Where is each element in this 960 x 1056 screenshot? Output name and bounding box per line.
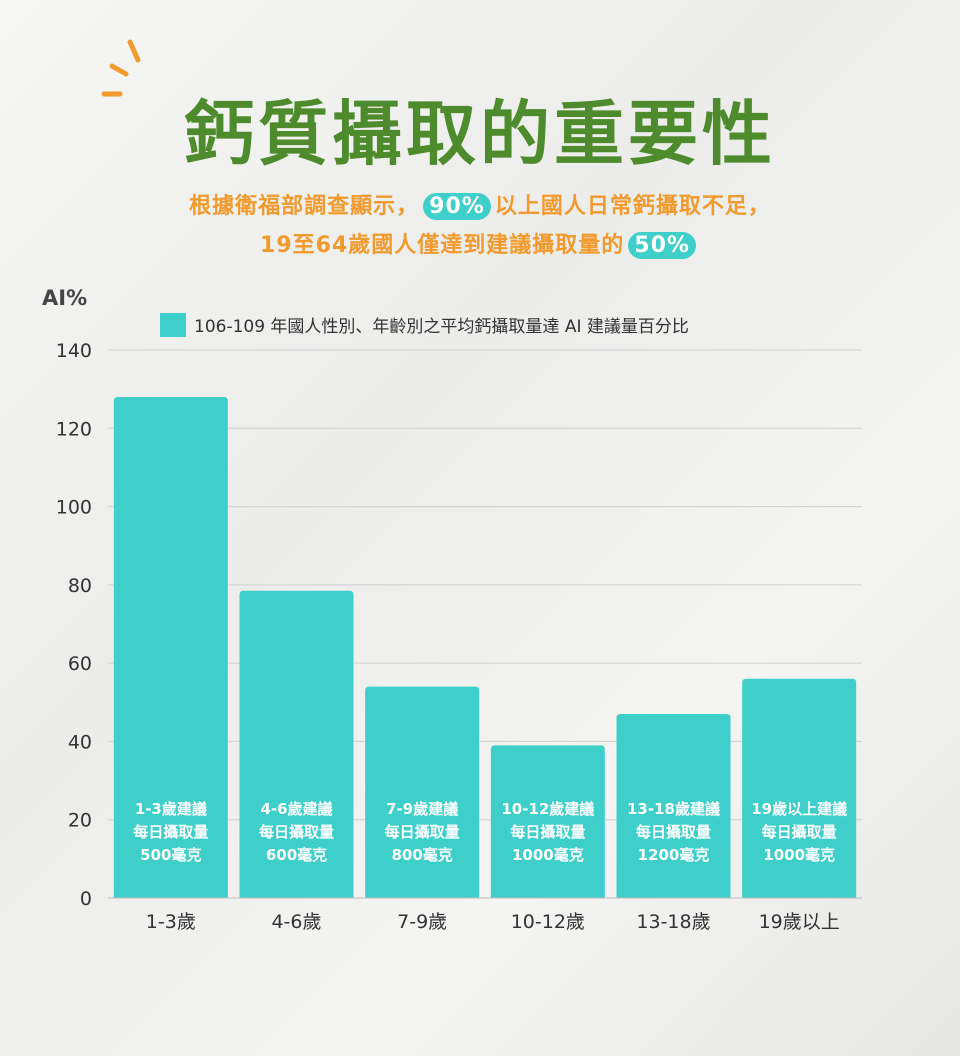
y-tick-label: 40: [68, 731, 92, 753]
y-tick-label: 100: [56, 497, 92, 519]
bar-annotation: 每日攝取量: [636, 823, 711, 841]
bar-annotation: 每日攝取量: [259, 823, 334, 841]
bar-annotation: 13-18歲建議: [627, 800, 720, 818]
legend-swatch: [160, 312, 186, 337]
bar: [490, 745, 605, 898]
legend-label: 106-109 年國人性別、年齡別之平均鈣攝取量達 AI 建議量百分比: [194, 317, 689, 337]
bar-annotation: 1000毫克: [763, 846, 835, 864]
bar-annotation: 每日攝取量: [133, 823, 208, 841]
bar-annotation: 19歲以上建議: [751, 800, 847, 818]
sparkle-decoration-icon: [101, 39, 141, 97]
bar-annotation: 800毫克: [392, 846, 453, 864]
percent-badge: 50%: [628, 232, 696, 259]
y-axis-unit-label: AI%: [42, 286, 88, 310]
bar-annotation: 7-9歲建議: [386, 800, 458, 818]
y-tick-label: 120: [56, 418, 92, 440]
x-tick-label: 19歲以上: [759, 911, 840, 933]
x-tick-label: 13-18歲: [636, 911, 710, 933]
x-tick-label: 1-3歲: [146, 911, 196, 933]
y-tick-label: 60: [68, 653, 92, 675]
page-title: 鈣質攝取的重要性: [184, 93, 776, 175]
percent-badge: 90%: [423, 193, 491, 220]
subtitle-text: 根據衛福部調查顯示，: [189, 194, 420, 219]
bar-annotation: 4-6歲建議: [260, 800, 332, 818]
y-tick-label: 80: [68, 575, 92, 597]
subtitle-text: 以上國人日常鈣攝取不足，: [494, 194, 771, 219]
y-tick-label: 0: [80, 888, 92, 910]
bar-annotation: 600毫克: [266, 846, 327, 864]
bar-annotation: 每日攝取量: [762, 823, 837, 841]
bar-annotation: 10-12歲建議: [501, 800, 594, 818]
bar-annotation: 1000毫克: [512, 846, 584, 864]
subtitle-line-1: 根據衛福部調查顯示， 90% 以上國人日常鈣攝取不足，: [0, 188, 960, 220]
subtitle-line-2: 19至64歲國人僅達到建議攝取量的 50%: [0, 227, 960, 259]
bar: [742, 678, 857, 898]
bar: [365, 686, 480, 898]
bar-annotation: 每日攝取量: [385, 823, 460, 841]
x-tick-label: 7-9歲: [397, 911, 447, 933]
bar: [616, 714, 731, 898]
subtitle-text: 19至64歲國人僅達到建議攝取量的: [260, 233, 625, 258]
bar-annotation: 每日攝取量: [510, 823, 585, 841]
bar: [239, 590, 354, 898]
y-tick-label: 20: [68, 810, 92, 832]
x-tick-label: 10-12歲: [511, 911, 585, 933]
bar-annotation: 500毫克: [140, 846, 201, 864]
bar-annotation: 1-3歲建議: [135, 800, 207, 818]
bar-annotation: 1200毫克: [638, 846, 710, 864]
x-tick-label: 4-6歲: [271, 911, 321, 933]
chart-legend: 106-109 年國人性別、年齡別之平均鈣攝取量達 AI 建議量百分比: [160, 312, 689, 337]
y-tick-label: 140: [56, 340, 92, 362]
bar: [113, 396, 228, 898]
